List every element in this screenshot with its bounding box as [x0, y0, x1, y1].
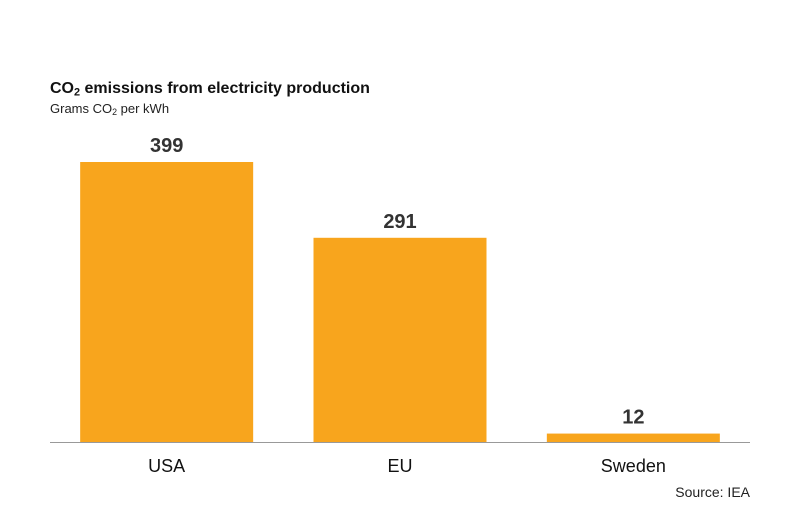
chart-title-subscript: 2: [74, 86, 81, 99]
bar-eu: [313, 237, 487, 442]
bar-usa: [80, 162, 254, 442]
category-label-eu: EU: [387, 456, 412, 476]
category-label-usa: USA: [148, 456, 185, 476]
category-label-sweden: Sweden: [601, 456, 666, 476]
chart-subtitle-subscript: 2: [112, 106, 118, 117]
bar-sweden: [546, 433, 720, 442]
chart-subtitle-suffix: per kWh: [117, 101, 170, 116]
chart-title-suffix: emissions from electricity production: [80, 80, 370, 97]
chart-source: Source: IEA: [675, 484, 750, 500]
value-label-usa: 399: [150, 135, 183, 157]
chart-title: CO2 emissions from electricity productio…: [50, 80, 370, 98]
value-label-sweden: 12: [622, 407, 644, 429]
chart-subtitle: Grams CO2 per kWh: [50, 101, 169, 116]
value-label-eu: 291: [383, 211, 416, 233]
chart-subtitle-prefix: Grams CO: [50, 101, 113, 116]
chart-title-prefix: CO: [50, 80, 74, 97]
